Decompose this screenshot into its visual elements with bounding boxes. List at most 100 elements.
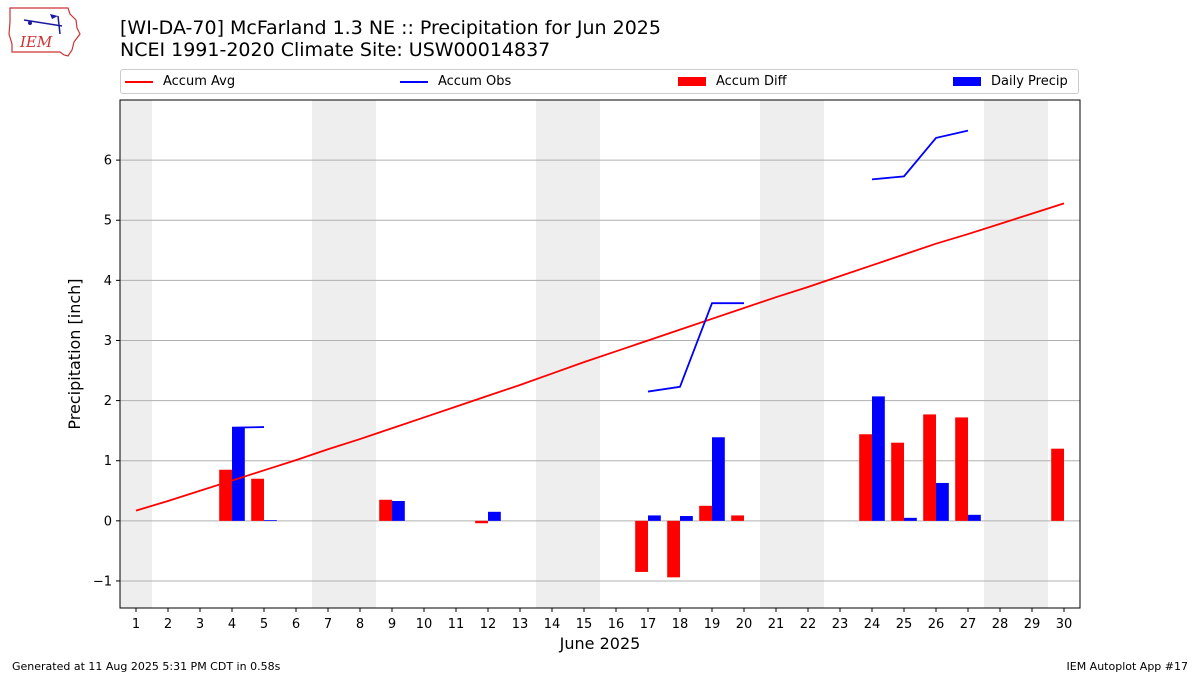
accum-obs-line: [871, 129, 969, 181]
chart-title: [WI-DA-70] McFarland 1.3 NE :: Precipita…: [120, 17, 661, 39]
x-tick-label: 11: [448, 617, 465, 632]
accum-diff-bar: [635, 520, 648, 572]
x-tick-label: 1: [132, 617, 140, 632]
y-tick-label: 3: [104, 334, 112, 349]
legend-item-accum-obs: Accum Obs: [400, 70, 511, 93]
logo-line-1: [23, 19, 63, 27]
legend-swatch-accum-avg: [125, 80, 153, 83]
accum-diff-bar: [955, 417, 968, 521]
chart-subtitle: NCEI 1991-2020 Climate Site: USW00014837: [120, 39, 551, 61]
legend-label-accum-obs: Accum Obs: [438, 74, 512, 89]
grid-lines: [120, 159, 1080, 582]
x-tick-label: 10: [416, 617, 433, 632]
y-tick-label: 1: [104, 454, 112, 469]
weekend-band: [344, 100, 376, 608]
x-tick-label: 6: [292, 617, 300, 632]
accum-diff-bar: [731, 515, 744, 521]
accum-diff-bar: [251, 478, 264, 521]
weekend-band: [984, 100, 1016, 608]
x-tick-label: 8: [356, 617, 364, 632]
accum-diff-bar: [1051, 448, 1064, 521]
x-tick-label: 29: [1024, 617, 1041, 632]
daily-precip-bar: [488, 511, 501, 521]
accum-diff-bar: [667, 520, 680, 578]
logo-text: IEM: [19, 33, 53, 51]
weekend-bands: [120, 100, 1048, 608]
x-tick-label: 12: [480, 617, 497, 632]
x-tick-label: 18: [672, 617, 689, 632]
legend-item-accum-diff: Accum Diff: [678, 70, 787, 93]
legend-swatch-accum-obs: [400, 80, 428, 83]
x-tick-label: 19: [704, 617, 721, 632]
iem-logo: IEM: [8, 7, 81, 57]
legend-item-daily-precip: Daily Precip: [953, 70, 1068, 93]
daily-precip-bar: [904, 517, 917, 521]
weekend-band: [312, 100, 344, 608]
accum-diff-bar: [379, 499, 392, 521]
x-tick-label: 4: [228, 617, 236, 632]
accum-diff-bar: [859, 434, 872, 521]
legend-label-accum-avg: Accum Avg: [163, 74, 236, 89]
footer-generated: Generated at 11 Aug 2025 5:31 PM CDT in …: [12, 660, 281, 673]
y-tick-label: 4: [104, 274, 112, 289]
x-tick-label: 28: [992, 617, 1009, 632]
x-tick-label: 13: [512, 617, 529, 632]
x-tick-label: 16: [608, 617, 625, 632]
weekend-band: [120, 100, 152, 608]
x-tick-label: 26: [928, 617, 945, 632]
logo-dot: [28, 21, 32, 25]
x-tick-label: 9: [388, 617, 396, 632]
lines: [135, 129, 1065, 512]
plot-frame: [119, 99, 1081, 609]
x-tick-label: 21: [768, 617, 785, 632]
daily-precip-bar: [680, 516, 693, 521]
daily-precip-bar: [712, 437, 725, 521]
accum-diff-bar: [891, 442, 904, 521]
weekend-band: [1016, 100, 1048, 608]
legend-label-accum-diff: Accum Diff: [716, 74, 787, 89]
daily-precip-bar: [264, 520, 277, 522]
x-tick-label: 3: [196, 617, 204, 632]
accum-diff-bar: [219, 469, 232, 521]
legend-item-accum-avg: Accum Avg: [125, 70, 235, 93]
legend-swatch-accum-diff: [678, 77, 706, 86]
accum-diff-bar: [699, 505, 712, 521]
logo-line-2: [57, 15, 61, 35]
x-axis-ticks: 1 2 3 4 5 6 7 8 9 10 11 12 13 14 15 16 17 18 19 20 21 22 23 24 2…: [132, 608, 1072, 632]
accum-avg-line: [135, 202, 1065, 512]
logo-flag: [50, 14, 58, 19]
y-tick-label: 0: [104, 514, 112, 529]
x-tick-label: 24: [864, 617, 881, 632]
x-tick-label: 30: [1056, 617, 1073, 632]
accum-obs-line: [647, 302, 744, 393]
daily-precip-bar: [392, 500, 405, 521]
daily-precip-bar: [936, 482, 949, 521]
x-tick-label: 27: [960, 617, 977, 632]
y-axis-label: Precipitation [inch]: [65, 278, 84, 429]
x-tick-label: 7: [324, 617, 332, 632]
x-tick-label: 25: [896, 617, 913, 632]
footer-app: IEM Autoplot App #17: [1066, 660, 1189, 673]
y-tick-label: 2: [104, 394, 112, 409]
x-axis-label: June 2025: [559, 634, 641, 653]
accum-obs-line: [231, 426, 265, 429]
bars: [219, 396, 1064, 578]
daily-precip-bar: [968, 514, 981, 521]
iowa-outline: [8, 7, 81, 57]
weekend-band: [760, 100, 792, 608]
x-tick-label: 5: [260, 617, 268, 632]
y-tick-label: 5: [104, 214, 112, 229]
weekend-band: [792, 100, 824, 608]
y-axis-ticks: −1 0 1 2 3 4 5 6: [93, 154, 120, 589]
x-tick-label: 2: [164, 617, 172, 632]
accum-diff-bar: [475, 520, 488, 524]
weekend-band: [536, 100, 568, 608]
x-tick-label: 15: [576, 617, 593, 632]
weekend-band: [568, 100, 600, 608]
legend: Accum Avg Accum Obs Accum Diff Daily Pre…: [120, 69, 1079, 94]
accum-diff-bar: [923, 414, 936, 521]
x-tick-label: 14: [544, 617, 561, 632]
y-tick-label: 6: [104, 154, 112, 169]
daily-precip-bar: [232, 427, 245, 521]
